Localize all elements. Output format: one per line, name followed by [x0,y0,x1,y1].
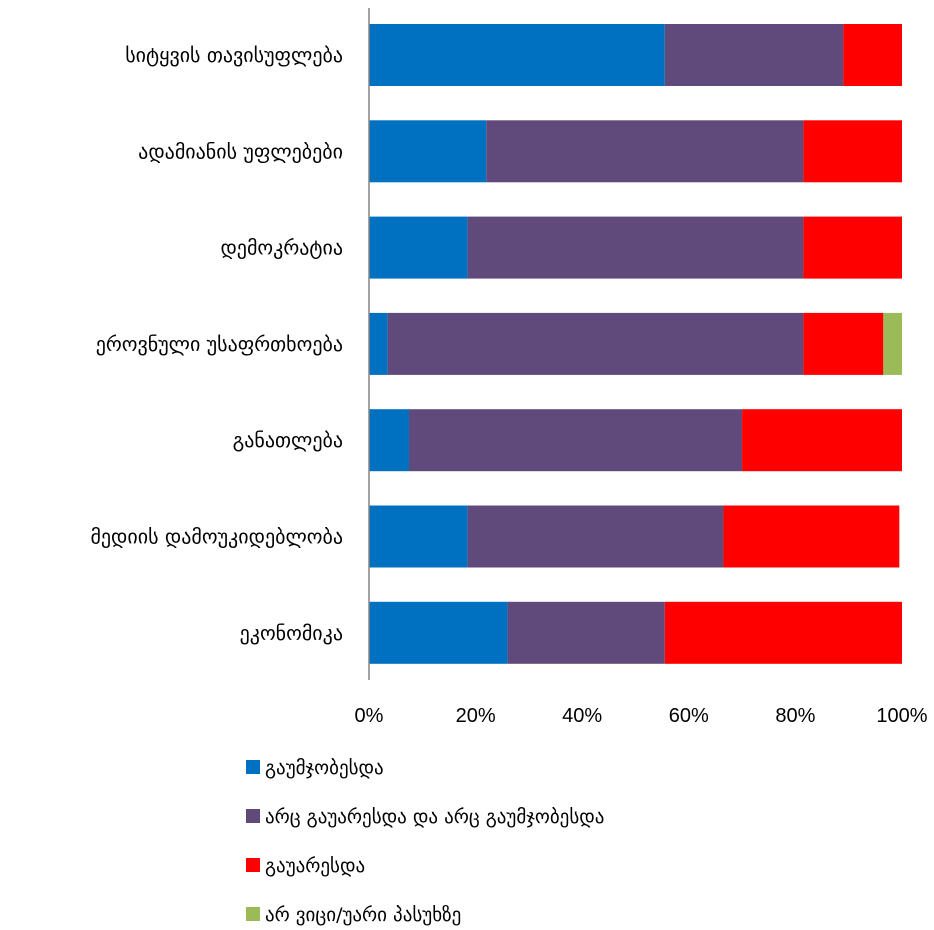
bar-segment-5-series-0 [369,506,468,568]
x-tick-label: 40% [562,705,602,727]
legend-swatch [246,760,260,774]
bar-segment-3-series-0 [369,313,388,375]
x-tick-label: 60% [669,705,709,727]
bar-segment-2-series-2 [803,217,902,279]
legend-swatch [246,907,260,921]
x-tick-label: 0% [355,705,384,727]
bar-segment-2-series-0 [369,217,468,279]
category-label: სიტყვის თავისუფლება [125,43,343,67]
x-tick-label: 80% [775,705,815,727]
legend-label: არც გაუარესდა და არც გაუმჯობესდა [265,806,604,828]
bar-segment-6-series-1 [508,602,665,664]
bar-segment-4-series-0 [369,409,409,471]
category-label: ეკონომიკა [240,621,343,645]
bar-segment-2-series-1 [468,217,804,279]
bar-segment-4-series-1 [409,409,742,471]
bar-segment-3-series-3 [883,313,902,375]
legend: გაუმჯობესდა არც გაუარესდა და არც გაუმჯობე… [246,757,604,926]
legend-swatch [246,809,260,823]
bar-segment-3-series-2 [803,313,883,375]
x-tick-label: 20% [456,705,496,727]
legend-label: გაუმჯობესდა [265,757,384,779]
bars-group [369,24,902,664]
x-tick-label: 100% [876,705,927,727]
bar-segment-3-series-1 [388,313,804,375]
category-label: ადამიანის უფლებები [138,139,343,163]
bar-segment-0-series-0 [369,24,665,86]
x-axis-ticks: 0% 20% 40% 60% 80% 100% [355,705,928,727]
legend-label: გაუარესდა [265,855,365,877]
bar-segment-6-series-0 [369,602,508,664]
category-label: მედიის დამოუკიდებლობა [90,525,343,549]
bar-segment-4-series-2 [742,409,902,471]
bar-segment-5-series-1 [468,506,724,568]
category-label: განათლება [233,428,343,452]
category-label: დემოკრატია [220,236,343,260]
bar-segment-1-series-0 [369,120,486,182]
bar-segment-5-series-2 [723,506,899,568]
bar-segment-0-series-2 [843,24,902,86]
category-labels: სიტყვის თავისუფლება ადამიანის უფლებები დემ… [90,43,343,645]
bar-segment-1-series-1 [486,120,803,182]
legend-label: არ ვიცი/უარი პასუხზე [265,904,461,926]
bar-segment-6-series-2 [665,602,902,664]
bar-segment-1-series-2 [803,120,902,182]
bar-segment-0-series-1 [665,24,844,86]
legend-swatch [246,858,260,872]
category-label: ეროვნული უსაფრთხოება [96,332,343,356]
